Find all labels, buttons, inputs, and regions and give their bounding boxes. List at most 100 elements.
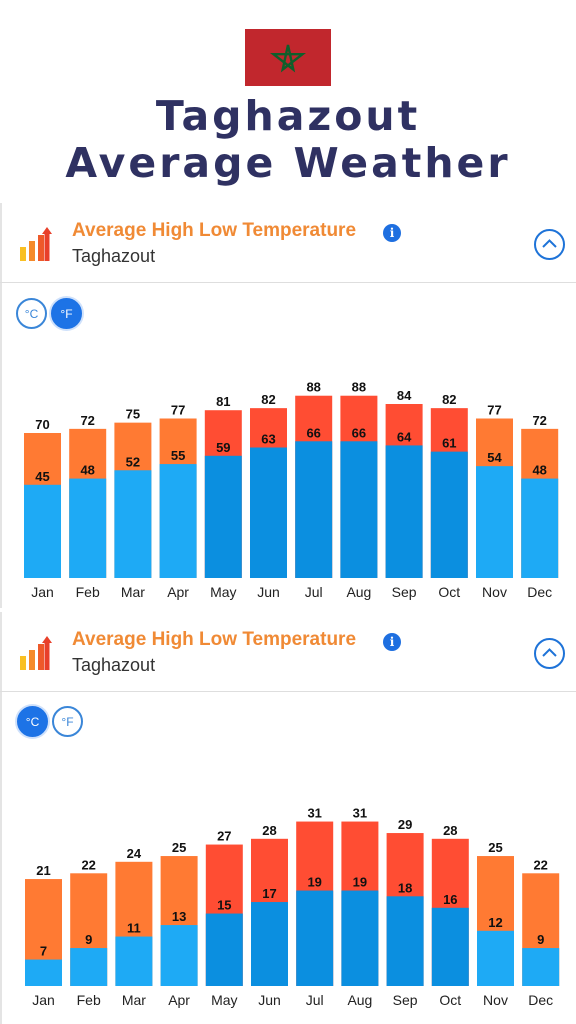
month-tick-label: Mar: [121, 584, 145, 600]
low-temp-label: 66: [306, 425, 320, 440]
month-tick-label: Jul: [305, 584, 323, 600]
card-title: Average High Low Temperature: [72, 220, 357, 241]
high-temp-label: 88: [306, 380, 320, 395]
low-temp-bar: [250, 447, 287, 578]
card-subtitle: Taghazout: [72, 655, 156, 675]
low-temp-label: 64: [397, 429, 412, 444]
low-temp-label: 45: [35, 469, 49, 484]
high-temp-label: 70: [35, 417, 49, 432]
high-temp-label: 82: [261, 392, 275, 407]
chart-marks: 70 45 Jan 72 48 Feb 75 52 Mar 77 55 Apr 81 59 May 82 63 J…: [24, 380, 559, 600]
high-temp-label: 24: [127, 846, 142, 861]
card-header: Average High Low Temperature i Taghazout: [0, 612, 576, 692]
month-tick-label: Oct: [439, 992, 461, 1008]
low-temp-label: 9: [537, 932, 544, 947]
low-temp-bar: [115, 936, 153, 986]
high-temp-label: 88: [352, 380, 366, 395]
collapse-button[interactable]: [534, 638, 565, 669]
high-temp-label: 29: [398, 817, 412, 832]
high-temp-label: 22: [81, 857, 95, 872]
month-tick-label: Feb: [77, 992, 101, 1008]
high-temp-label: 25: [172, 840, 186, 855]
low-temp-bar: [159, 464, 197, 578]
low-temp-bar: [160, 925, 198, 986]
fahrenheit-toggle[interactable]: °F: [52, 706, 83, 737]
low-temp-bar: [114, 470, 152, 578]
low-temp-label: 52: [126, 454, 140, 469]
celsius-toggle[interactable]: °C: [17, 706, 48, 737]
low-temp-label: 17: [262, 886, 276, 901]
high-temp-label: 75: [126, 407, 140, 422]
low-temp-label: 19: [307, 875, 321, 890]
info-icon[interactable]: i: [383, 633, 401, 651]
high-temp-label: 77: [171, 403, 185, 418]
low-temp-label: 15: [217, 898, 231, 913]
low-temp-label: 63: [261, 432, 275, 447]
low-temp-bar: [69, 478, 107, 578]
low-temp-bar: [70, 948, 108, 986]
low-temp-bar: [385, 445, 423, 578]
low-temp-bar: [521, 478, 559, 578]
month-tick-label: May: [210, 584, 236, 600]
high-temp-label: 21: [36, 863, 50, 878]
month-tick-label: Mar: [122, 992, 146, 1008]
month-tick-label: Sep: [392, 584, 417, 600]
card-edge: [0, 203, 2, 608]
low-temp-label: 9: [85, 932, 92, 947]
month-tick-label: Jul: [306, 992, 324, 1008]
month-tick-label: Apr: [168, 992, 190, 1008]
month-tick-label: Aug: [347, 992, 372, 1008]
month-tick-label: Sep: [393, 992, 418, 1008]
month-tick-label: Dec: [527, 584, 552, 600]
high-temp-label: 31: [307, 806, 321, 821]
temperature-bars-icon: [20, 227, 52, 261]
low-temp-bar: [25, 959, 62, 986]
low-temp-label: 13: [172, 909, 186, 924]
chart-marks: 21 7 Jan 22 9 Feb 24 11 Mar 25 13 Apr 27 15 May 28 17 Jun…: [25, 806, 560, 1008]
month-tick-label: Jun: [258, 992, 281, 1008]
low-temp-label: 12: [488, 915, 502, 930]
celsius-toggle[interactable]: °C: [16, 298, 47, 329]
low-temp-bar: [477, 930, 514, 986]
info-icon[interactable]: i: [383, 224, 401, 242]
high-temp-label: 28: [443, 823, 457, 838]
month-tick-label: Dec: [528, 992, 553, 1008]
low-temp-label: 59: [216, 440, 230, 455]
morocco-flag-icon: [245, 29, 331, 86]
fahrenheit-toggle[interactable]: °F: [51, 298, 82, 329]
card-subtitle: Taghazout: [72, 246, 156, 266]
high-temp-label: 72: [532, 413, 546, 428]
low-temp-label: 66: [352, 425, 366, 440]
high-temp-label: 31: [353, 806, 367, 821]
card-header: Average High Low Temperature i Taghazout: [0, 203, 576, 283]
high-temp-label: 72: [80, 413, 94, 428]
low-temp-bar: [522, 948, 560, 986]
low-temp-bar: [205, 913, 243, 986]
low-temp-bar: [296, 890, 334, 986]
high-temp-label: 81: [216, 394, 230, 409]
low-temp-label: 16: [443, 892, 457, 907]
low-temp-bar: [24, 484, 61, 578]
collapse-button[interactable]: [534, 229, 565, 260]
low-temp-bar: [430, 451, 468, 578]
low-temp-label: 19: [353, 875, 367, 890]
month-tick-label: Jan: [31, 584, 54, 600]
page-title-line-2: Average Weather: [65, 139, 511, 187]
low-temp-label: 55: [171, 448, 185, 463]
high-temp-label: 28: [262, 823, 276, 838]
high-temp-label: 84: [397, 388, 412, 403]
high-temp-label: 27: [217, 829, 231, 844]
month-tick-label: Aug: [346, 584, 371, 600]
low-temp-label: 48: [532, 463, 546, 478]
low-temp-label: 18: [398, 880, 412, 895]
card-title: Average High Low Temperature: [72, 629, 357, 650]
month-tick-label: Jan: [32, 992, 55, 1008]
chevron-up-icon: [542, 239, 557, 248]
month-tick-label: May: [211, 992, 237, 1008]
high-temp-label: 77: [487, 403, 501, 418]
low-temp-bar: [476, 466, 513, 578]
low-temp-bar: [251, 902, 288, 986]
low-temp-bar: [295, 441, 333, 578]
high-temp-label: 82: [442, 392, 456, 407]
card-edge: [0, 612, 2, 1024]
